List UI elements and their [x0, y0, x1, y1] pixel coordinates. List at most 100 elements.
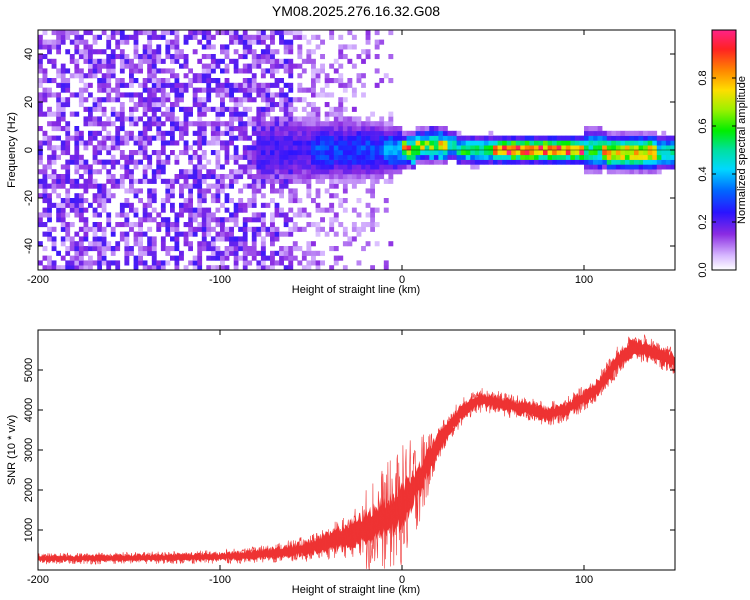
spectrogram-cell: [183, 121, 189, 127]
spectrogram-cell: [247, 198, 253, 204]
spectrogram-cell: [56, 183, 61, 189]
spectrogram-cell: [356, 135, 362, 141]
spectrogram-cell: [233, 265, 239, 270]
spectrogram-cell: [238, 241, 244, 247]
spectrogram-cell: [78, 250, 84, 256]
snr-series-noise-band: [38, 337, 675, 563]
spectrogram-cell: [242, 87, 248, 93]
spectrogram-cell: [220, 217, 225, 223]
spectrogram-cell: [42, 169, 48, 175]
spectrogram-cell: [265, 97, 271, 103]
spectrogram-cell: [124, 140, 130, 146]
spectrogram-cell: [156, 126, 162, 132]
spectrogram-cell: [351, 183, 357, 189]
spectrogram-cell: [124, 202, 130, 208]
spectrogram-cell: [584, 145, 589, 151]
spectrogram-cell: [379, 174, 385, 180]
spectrogram-cell: [88, 202, 93, 208]
spectrogram-cell: [151, 241, 157, 247]
spectrogram-cell: [224, 78, 230, 84]
spectrogram-cell: [183, 116, 189, 122]
spectrogram-cell: [342, 126, 348, 132]
spectrogram-cell: [110, 250, 116, 256]
spectrogram-cell: [92, 231, 98, 237]
spectrogram-cell: [283, 92, 289, 98]
spectrogram-cell: [415, 145, 421, 151]
spectrogram-cell: [83, 178, 89, 184]
spectrogram-cell: [83, 169, 89, 175]
spectrogram-cell: [470, 135, 476, 141]
spectrogram-cell: [74, 231, 80, 237]
spectrogram-cell: [179, 97, 184, 103]
spectrogram-cell: [215, 188, 221, 194]
spectrogram-cell: [47, 159, 52, 165]
spectrogram-cell: [634, 140, 639, 146]
spectrogram-cell: [333, 183, 339, 189]
spectrogram-cell: [174, 217, 180, 223]
spectrogram-cell: [342, 140, 348, 146]
spectrogram-cell: [565, 135, 571, 141]
spectrogram-cell: [42, 73, 48, 79]
spectrogram-cell: [465, 145, 471, 151]
spectrogram-cell: [51, 183, 57, 189]
spectrogram-cell: [106, 241, 112, 247]
spectrogram-cell: [69, 159, 75, 165]
spectrogram-cell: [361, 154, 366, 160]
spectrogram-cell: [60, 202, 66, 208]
spectrogram-cell: [115, 87, 121, 93]
spectrogram-cell: [151, 121, 157, 127]
spectrogram-cell: [129, 34, 134, 40]
spectrogram-cell: [229, 87, 234, 93]
spectrogram-cell: [320, 178, 325, 184]
spectrogram-cell: [233, 111, 239, 117]
spectrogram-cell: [183, 87, 189, 93]
spectrogram-cell: [106, 246, 112, 252]
spectrogram-cell: [188, 198, 193, 204]
spectrogram-cell: [74, 183, 80, 189]
y-tick-label: 40: [23, 48, 35, 60]
spectrogram-cell: [356, 150, 362, 156]
spectrogram-cell: [224, 106, 230, 112]
spectrogram-cell: [56, 265, 61, 270]
spectrogram-cell: [256, 212, 262, 218]
spectrogram-cell: [292, 241, 298, 247]
spectrogram-cell: [69, 39, 75, 45]
spectrogram-cell: [242, 246, 248, 252]
spectrogram-cell: [224, 54, 230, 60]
spectrogram-cell: [106, 92, 112, 98]
spectrogram-cell: [324, 231, 330, 237]
spectrogram-cell: [42, 68, 48, 74]
spectrogram-cell: [288, 154, 294, 160]
spectrogram-cell: [97, 265, 102, 270]
spectrogram-cell: [465, 159, 471, 165]
spectrogram-cell: [56, 154, 61, 160]
spectrogram-cell: [361, 226, 366, 232]
spectrogram-cell: [56, 174, 61, 180]
spectrogram-cell: [142, 246, 148, 252]
spectrogram-cell: [547, 159, 553, 165]
spectrogram-cell: [615, 140, 621, 146]
spectrogram-cell: [197, 78, 203, 84]
spectrogram-cell: [256, 231, 262, 237]
spectrogram-cell: [470, 145, 476, 151]
spectrogram-cell: [315, 135, 321, 141]
spectrogram-cell: [97, 193, 102, 199]
spectrogram-cell: [188, 202, 193, 208]
spectrogram-cell: [283, 116, 289, 122]
spectrogram-cell: [206, 34, 212, 40]
spectrogram-cell: [119, 106, 125, 112]
spectrogram-cell: [151, 188, 157, 194]
spectrogram-cell: [361, 174, 366, 180]
spectrogram-cell: [274, 130, 280, 136]
spectrogram-cell: [365, 30, 371, 36]
spectrogram-cell: [297, 260, 303, 266]
spectrogram-cell: [106, 159, 112, 165]
spectrogram-cell: [65, 164, 71, 170]
spectrogram-cell: [606, 145, 612, 151]
spectrogram-cell: [301, 212, 307, 218]
spectrogram-cell: [119, 154, 125, 160]
spectrogram-cells: [38, 30, 675, 270]
spectrogram-cell: [74, 154, 80, 160]
spectrogram-cell: [133, 150, 139, 156]
spectrogram-cell: [74, 68, 80, 74]
